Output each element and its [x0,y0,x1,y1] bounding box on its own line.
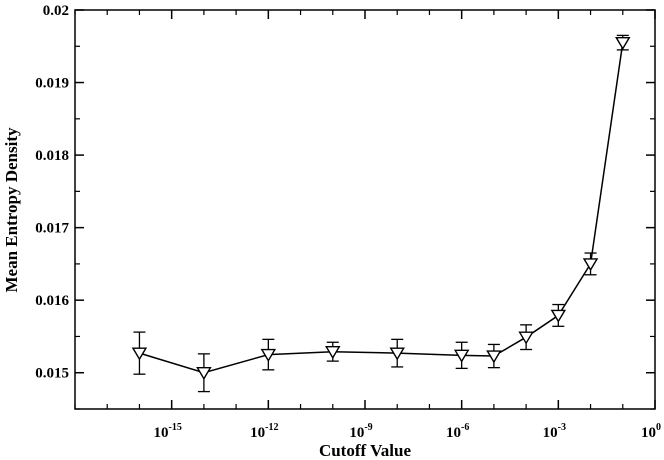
data-point-marker [325,345,341,360]
x-tick-label: 10-9 [349,422,372,441]
data-point-marker [453,349,470,363]
y-tick-label: 0.016 [35,293,69,309]
data-point-marker [196,367,212,381]
y-tick-label: 0.019 [35,76,69,92]
data-point-marker [550,309,567,323]
y-tick-label: 0.017 [35,221,69,237]
y-tick-label: 0.02 [43,3,69,19]
x-tick-label: 10-3 [543,422,566,441]
data-point-marker [486,350,502,364]
y-axis-label: Mean Entropy Density [2,127,21,292]
plot-frame [74,9,656,410]
x-tick-label: 10-12 [250,422,278,441]
x-axis-label: Cutoff Value [319,441,412,460]
x-tick-label: 10-15 [153,422,181,441]
data-point-marker [518,331,534,345]
series-line [139,42,624,374]
y-tick-label: 0.018 [35,148,69,164]
data-point-marker [582,258,599,272]
data-point-marker [260,348,277,362]
x-tick-label: 10-6 [446,422,469,441]
x-tick-label: 100 [641,422,661,441]
data-point-marker [131,347,148,361]
data-point-marker [615,36,631,51]
y-tick-label: 0.015 [35,366,69,382]
data-point-marker [389,347,405,361]
